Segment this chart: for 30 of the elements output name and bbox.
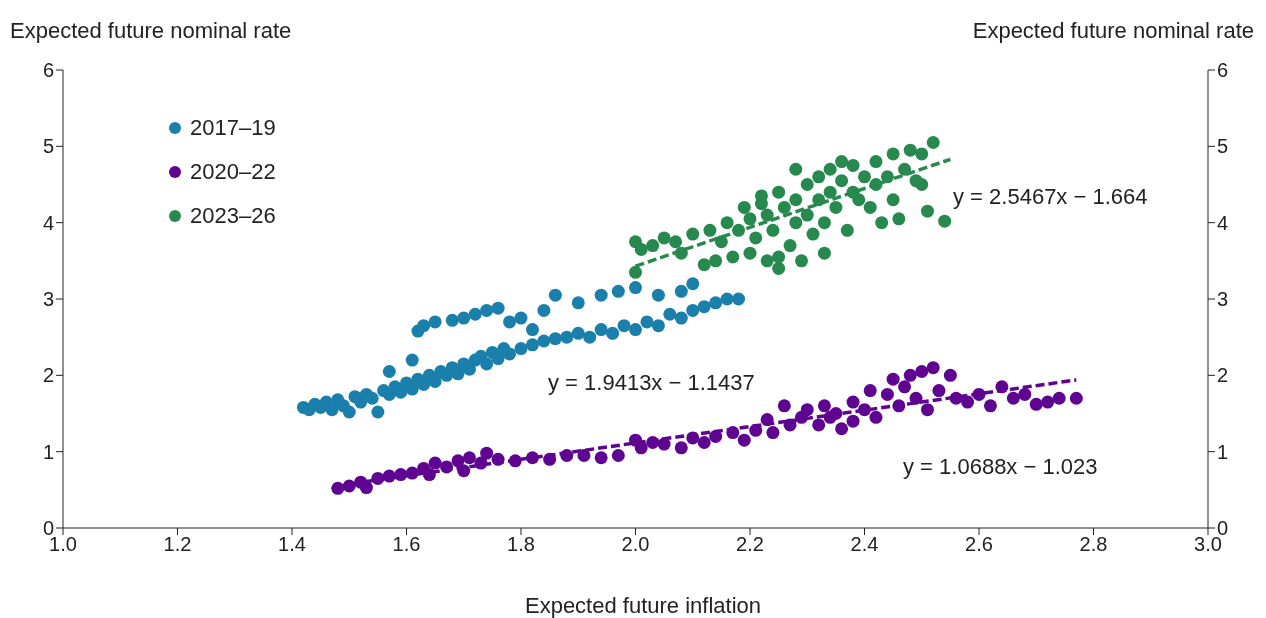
x-tick-label: 1.4 [278,533,306,556]
y-axis-title: Expected future nominal rate [10,18,292,44]
x-tick-label: 2.4 [850,533,879,556]
y2-tick-label: 5 [1217,135,1229,158]
y-tick-label: 2 [42,364,54,387]
annotation: y = 1.9413x − 1.1437 [548,370,755,396]
x-tick-label: 1.6 [392,533,421,556]
x-tick-label: 2.2 [736,533,764,556]
legend-label: 2017–19 [190,115,276,141]
y2-tick-label: 6 [1217,59,1229,82]
x-tick-label: 2.8 [1079,533,1108,556]
annotation: y = 1.0688x − 1.023 [903,454,1098,480]
x-tick-label: 2.6 [965,533,993,556]
y2-axis-title: Expected future nominal rate [972,18,1254,44]
y-tick-label: 5 [42,135,54,158]
x-tick-label: 1.2 [163,533,192,556]
x-tick-label: 1.8 [507,533,535,556]
y-tick-label: 1 [42,440,54,463]
y-tick-label: 6 [42,59,54,82]
y2-tick-label: 4 [1217,211,1229,234]
y2-tick-label: 1 [1217,440,1229,463]
x-axis-title: Expected future inflation [524,593,762,618]
y2-tick-label: 3 [1217,288,1229,311]
y-tick-label: 3 [42,288,54,311]
x-tick-label: 2.0 [621,533,650,556]
y2-tick-label: 2 [1217,364,1229,387]
legend-label: 2023–26 [190,203,276,229]
annotation: y = 2.5467x − 1.664 [953,184,1148,210]
y-tick-label: 4 [42,211,54,234]
legend-label: 2020–22 [190,159,276,185]
